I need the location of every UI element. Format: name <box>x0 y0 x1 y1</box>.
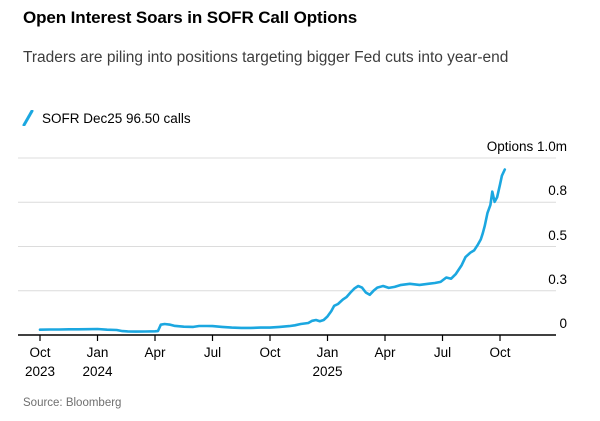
y-axis-label: 0.3 <box>548 271 567 287</box>
x-axis-label: Oct <box>259 345 281 360</box>
legend-item-label: SOFR Dec25 96.50 calls <box>42 110 191 126</box>
x-axis-label: Jul <box>433 345 452 360</box>
line-slash-icon <box>21 110 35 126</box>
x-axis-label: Oct <box>489 345 511 360</box>
x-axis-label: Oct 2023 <box>24 345 56 379</box>
y-axis-label: 0.8 <box>548 183 567 199</box>
x-axis-label: Jul <box>203 345 222 360</box>
legend: SOFR Dec25 96.50 calls <box>21 110 191 126</box>
x-axis-label: Jan 2024 <box>82 345 113 379</box>
x-axis-label: Apr <box>374 345 396 360</box>
y-axis-label: 0.5 <box>548 227 567 243</box>
x-axis-label: Apr <box>144 345 166 360</box>
chart-title: Open Interest Soars in SOFR Call Options <box>23 8 358 27</box>
x-axis-label: Jan 2025 <box>312 345 343 379</box>
chart-subtitle: Traders are piling into positions target… <box>23 49 509 66</box>
y-axis-label: Options 1.0m <box>486 139 567 154</box>
y-axis-label: 0 <box>559 316 567 331</box>
data-series-line <box>38 168 507 333</box>
source-label: Source: Bloomberg <box>23 397 122 409</box>
